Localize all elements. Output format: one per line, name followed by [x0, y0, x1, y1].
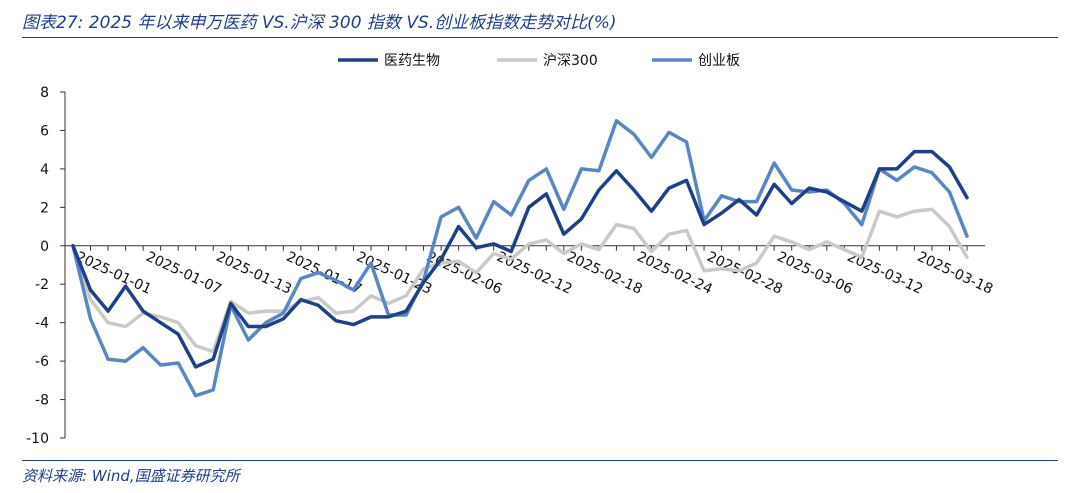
y-tick-label: 2	[40, 200, 49, 216]
x-tick-label: 2025-02-28	[704, 249, 785, 298]
legend-label: 沪深300	[543, 53, 598, 69]
y-tick-label: -4	[35, 316, 49, 332]
axes: 86420-2-4-6-8-102025-01-012025-01-072025…	[26, 85, 995, 447]
y-tick-label: 6	[40, 123, 49, 139]
legend-label: 医药生物	[384, 53, 440, 69]
y-tick-label: -2	[35, 277, 49, 293]
x-tick-label: 2025-01-13	[214, 249, 295, 298]
chart-title: 图表27: 2025 年以来申万医药 VS.沪深 300 指数 VS.创业板指数…	[22, 13, 617, 33]
x-tick-label: 2025-01-07	[143, 249, 224, 298]
y-tick-label: 0	[40, 239, 49, 255]
x-tick-label: 2025-03-18	[915, 249, 996, 298]
legend: 医药生物 沪深300 创业板	[338, 53, 740, 69]
x-tick-label: 2025-03-06	[774, 249, 855, 298]
legend-label: 创业板	[698, 53, 740, 69]
y-tick-label: -10	[26, 431, 49, 447]
y-tick-label: -6	[35, 354, 49, 370]
y-tick-label: 8	[40, 85, 49, 101]
title-rule	[22, 37, 1058, 38]
x-tick-label: 2025-02-24	[634, 249, 715, 298]
x-tick-label: 2025-02-18	[564, 249, 645, 298]
y-tick-label: -8	[35, 393, 49, 409]
series-line-1	[71, 149, 969, 369]
plot-area	[71, 119, 969, 398]
source-note: 资料来源: Wind,国盛证券研究所	[22, 467, 240, 485]
footer-rule	[22, 460, 1058, 461]
y-tick-label: 4	[40, 162, 49, 178]
